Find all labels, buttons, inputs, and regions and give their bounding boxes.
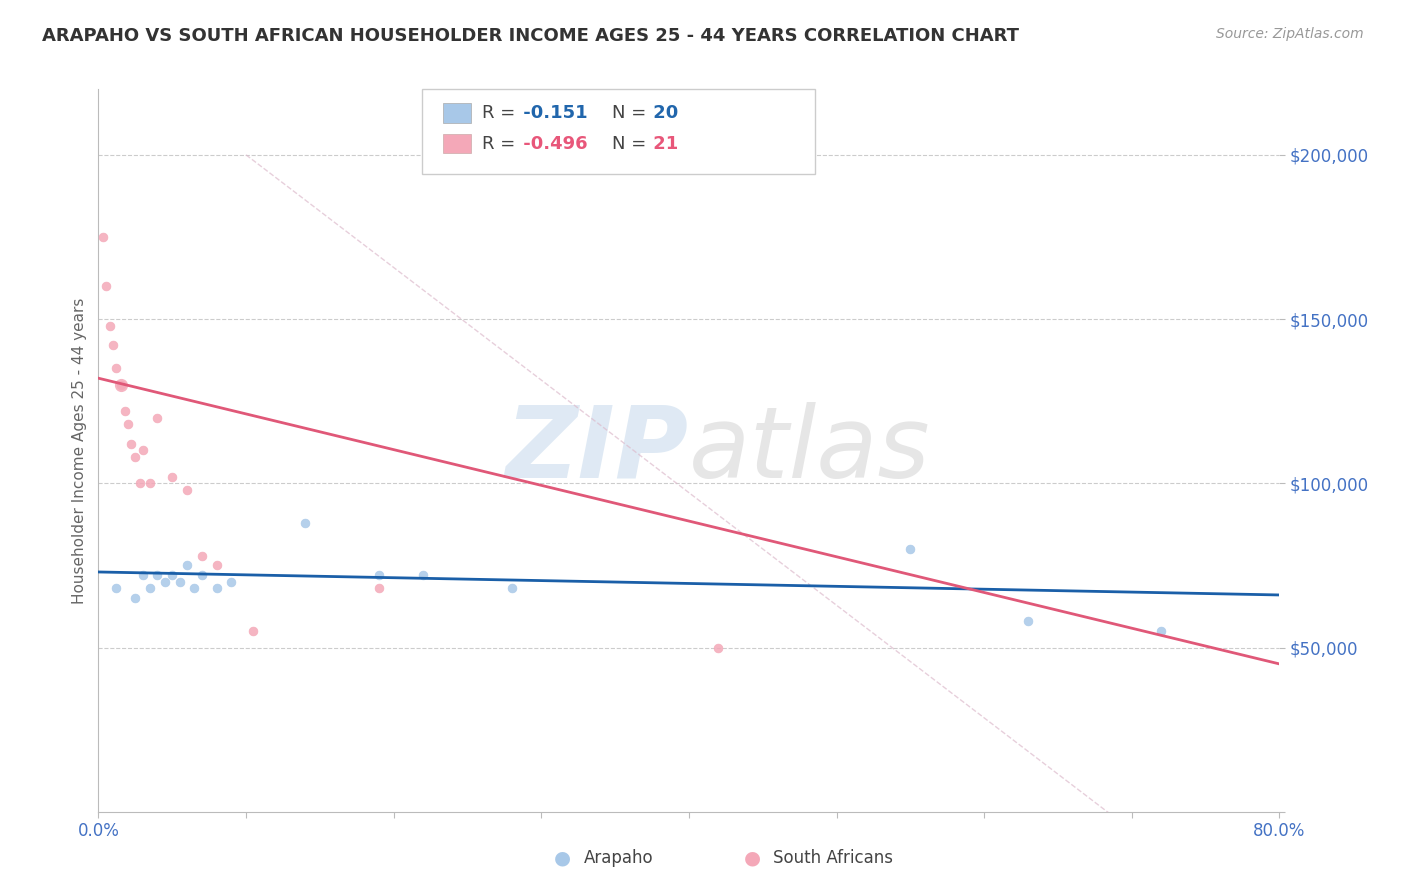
Point bbox=[191, 568, 214, 582]
Point bbox=[205, 558, 228, 573]
Point bbox=[900, 541, 922, 556]
Text: N =: N = bbox=[612, 135, 651, 153]
Y-axis label: Householder Income Ages 25 - 44 years: Householder Income Ages 25 - 44 years bbox=[72, 297, 87, 604]
Point bbox=[501, 582, 523, 596]
Text: ARAPAHO VS SOUTH AFRICAN HOUSEHOLDER INCOME AGES 25 - 44 YEARS CORRELATION CHART: ARAPAHO VS SOUTH AFRICAN HOUSEHOLDER INC… bbox=[42, 27, 1019, 45]
Point bbox=[1150, 624, 1173, 639]
Point bbox=[176, 483, 198, 497]
Point bbox=[242, 624, 264, 639]
Point bbox=[98, 318, 121, 333]
Point bbox=[368, 582, 391, 596]
Text: R =: R = bbox=[482, 104, 522, 122]
Point bbox=[368, 568, 391, 582]
Point bbox=[221, 574, 243, 589]
Point bbox=[412, 568, 434, 582]
Text: ZIP: ZIP bbox=[506, 402, 689, 499]
Text: N =: N = bbox=[612, 104, 651, 122]
Point bbox=[124, 591, 146, 606]
Text: 21: 21 bbox=[647, 135, 678, 153]
Point bbox=[103, 338, 125, 352]
Point bbox=[91, 230, 114, 244]
Point bbox=[105, 361, 128, 376]
Point bbox=[120, 437, 142, 451]
Text: ●: ● bbox=[554, 848, 571, 868]
Point bbox=[707, 640, 730, 655]
Point bbox=[153, 574, 176, 589]
Text: R =: R = bbox=[482, 135, 522, 153]
Point bbox=[1018, 614, 1040, 628]
Point bbox=[169, 574, 191, 589]
Point bbox=[146, 410, 169, 425]
Point bbox=[183, 582, 205, 596]
Point bbox=[139, 582, 162, 596]
Point bbox=[294, 516, 316, 530]
Text: Source: ZipAtlas.com: Source: ZipAtlas.com bbox=[1216, 27, 1364, 41]
Point bbox=[191, 549, 214, 563]
Point bbox=[132, 568, 155, 582]
Point bbox=[117, 417, 139, 432]
Point bbox=[110, 377, 132, 392]
Point bbox=[110, 377, 132, 392]
Point bbox=[205, 582, 228, 596]
Point bbox=[146, 568, 169, 582]
Point bbox=[139, 476, 162, 491]
Text: atlas: atlas bbox=[689, 402, 931, 499]
Point bbox=[162, 469, 183, 483]
Point bbox=[124, 450, 146, 464]
Text: -0.496: -0.496 bbox=[517, 135, 588, 153]
Text: ●: ● bbox=[744, 848, 761, 868]
Text: Arapaho: Arapaho bbox=[583, 849, 654, 867]
Point bbox=[114, 404, 136, 418]
Point bbox=[128, 476, 150, 491]
Text: 20: 20 bbox=[647, 104, 678, 122]
Text: -0.151: -0.151 bbox=[517, 104, 588, 122]
Point bbox=[94, 279, 117, 293]
Point bbox=[132, 443, 155, 458]
Point bbox=[162, 568, 183, 582]
Point bbox=[105, 582, 128, 596]
Point bbox=[176, 558, 198, 573]
Text: South Africans: South Africans bbox=[773, 849, 893, 867]
